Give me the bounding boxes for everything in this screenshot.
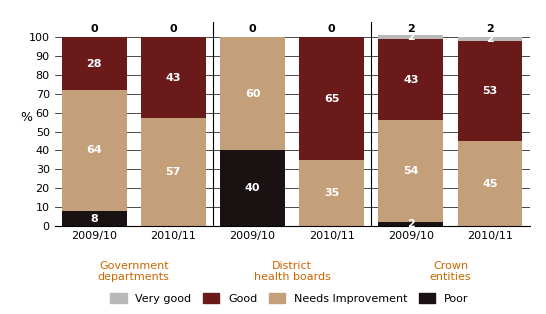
Bar	[62, 37, 127, 90]
Bar	[220, 150, 285, 226]
Text: 64: 64	[86, 145, 102, 155]
Text: 8: 8	[90, 214, 98, 224]
Bar	[378, 39, 443, 120]
Bar	[458, 37, 523, 41]
Text: 65: 65	[324, 94, 340, 104]
Text: 45: 45	[482, 179, 498, 189]
Text: Government
departments: Government departments	[98, 261, 170, 282]
Bar	[299, 160, 364, 226]
Text: 28: 28	[86, 58, 102, 68]
Bar	[458, 41, 523, 141]
Bar	[299, 37, 364, 160]
Text: 2: 2	[486, 34, 494, 44]
Text: 54: 54	[403, 166, 419, 176]
Text: 2: 2	[407, 219, 415, 229]
Text: 2: 2	[407, 32, 415, 42]
Text: 40: 40	[245, 183, 260, 193]
Bar	[458, 141, 523, 226]
Text: Crown
entities: Crown entities	[430, 261, 471, 282]
Bar	[62, 211, 127, 226]
Text: 57: 57	[165, 167, 181, 177]
Bar	[378, 222, 443, 226]
Bar	[378, 35, 443, 39]
Text: 43: 43	[403, 75, 419, 84]
Bar	[141, 118, 206, 226]
Y-axis label: %: %	[20, 111, 32, 124]
Text: 53: 53	[483, 86, 497, 96]
Text: 2: 2	[407, 24, 415, 34]
Bar	[62, 90, 127, 211]
Legend: Very good, Good, Needs Improvement, Poor: Very good, Good, Needs Improvement, Poor	[105, 289, 473, 308]
Text: 43: 43	[165, 73, 181, 83]
Text: 2: 2	[486, 24, 494, 34]
Text: 0: 0	[249, 24, 256, 34]
Text: 0: 0	[328, 24, 335, 34]
Text: 0: 0	[91, 24, 98, 34]
Bar	[378, 120, 443, 222]
Bar	[220, 37, 285, 150]
Text: 0: 0	[170, 24, 177, 34]
Text: District
health boards: District health boards	[254, 261, 330, 282]
Bar	[141, 37, 206, 118]
Text: 60: 60	[245, 89, 260, 99]
Text: 35: 35	[324, 188, 339, 198]
